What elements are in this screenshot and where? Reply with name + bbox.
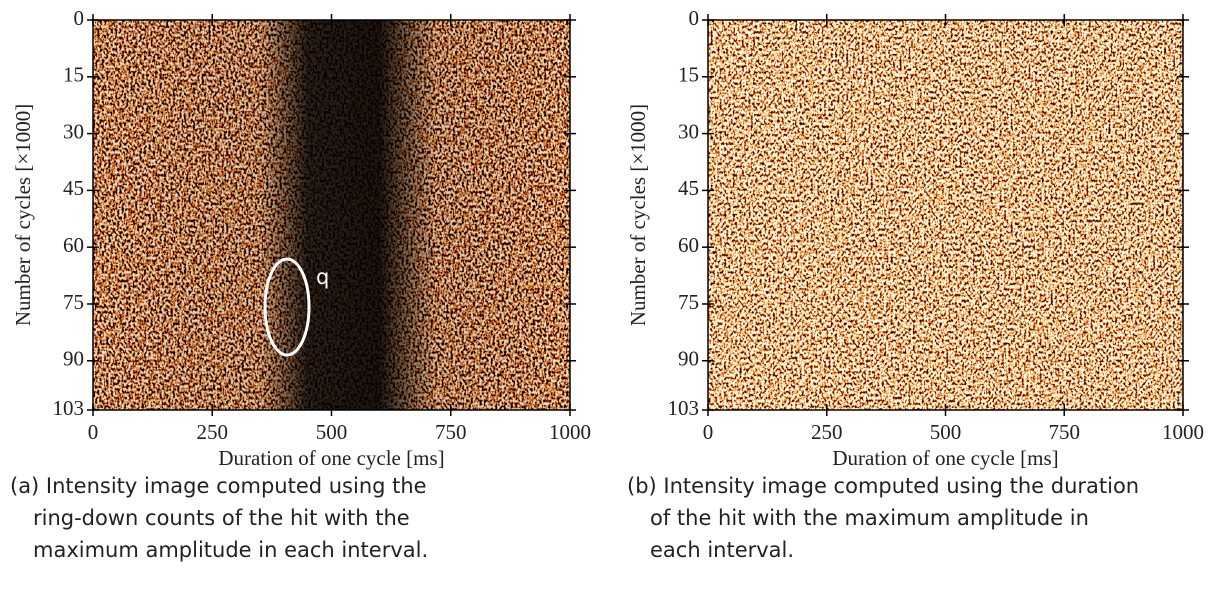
annotation-label: q [316,265,329,289]
caption-line: maximum amplitude in each interval. [33,538,428,562]
caption-line: (a) Intensity image computed using the [10,474,427,498]
annotation-ellipse [263,257,311,357]
y-tick-label: 60 [63,233,84,257]
y-tick-label: 45 [63,176,84,200]
caption-line: ring-down counts of the hit with the [33,506,410,530]
x-tick-label: 1000 [549,420,591,444]
caption-line: each interval. [650,538,794,562]
x-tick-label: 500 [930,420,962,444]
y-tick-label: 103 [53,396,85,420]
y-tick-label: 45 [678,176,699,200]
intensity-image [708,20,1183,410]
caption-line: of the hit with the maximum amplitude in [650,506,1089,530]
y-axis-label: Number of cycles [×1000] [626,104,650,326]
x-tick-label: 250 [197,420,229,444]
x-tick-label: 250 [811,420,843,444]
y-tick-label: 90 [678,347,699,371]
y-tick-label: 30 [63,119,84,143]
x-axis-label: Duration of one cycle [ms] [832,446,1058,470]
x-tick-label: 0 [703,420,714,444]
y-tick-label: 75 [678,290,699,314]
y-tick-label: 0 [74,6,85,30]
x-tick-label: 750 [1049,420,1081,444]
x-tick-label: 0 [88,420,99,444]
image-shading [93,20,570,410]
y-tick-label: 75 [63,290,84,314]
y-tick-label: 103 [668,396,700,420]
y-tick-label: 0 [689,6,700,30]
caption-line: (b) Intensity image computed using the d… [627,474,1139,498]
x-tick-label: 1000 [1162,420,1204,444]
x-tick-label: 750 [435,420,467,444]
y-tick-label: 15 [63,63,84,87]
y-tick-label: 30 [678,119,699,143]
x-axis-label: Duration of one cycle [ms] [218,446,444,470]
y-axis-label: Number of cycles [×1000] [11,104,35,326]
x-tick-label: 500 [316,420,348,444]
y-tick-label: 90 [63,347,84,371]
y-tick-label: 60 [678,233,699,257]
y-tick-label: 15 [678,63,699,87]
